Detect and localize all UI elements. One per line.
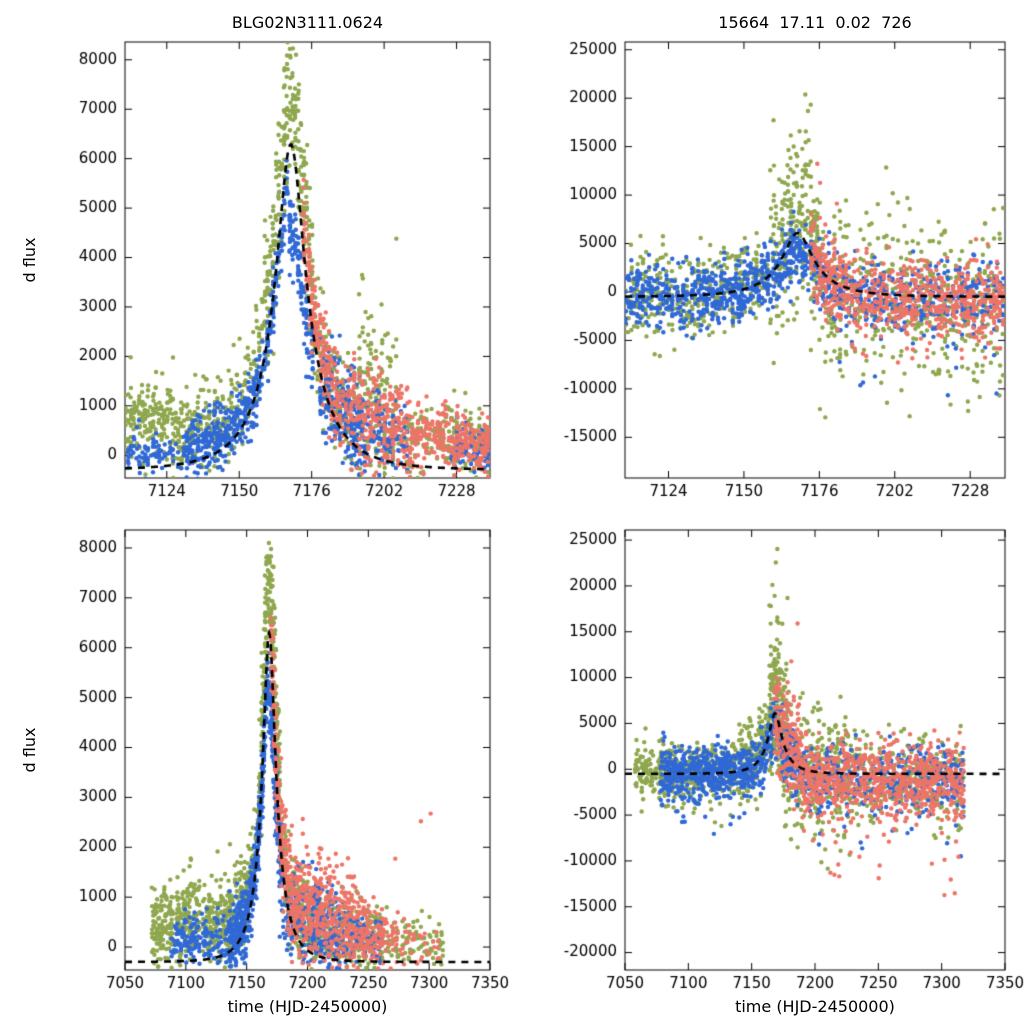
y-axis-label-bottom-left: d flux (20, 727, 39, 773)
panel-title-event-id: BLG02N3111.0624 (231, 13, 384, 32)
plot-panel-top-left (0, 0, 512, 512)
plot-panel-top-right (512, 0, 1024, 512)
x-axis-label-bottom-right: time (HJD-2450000) (735, 997, 895, 1016)
panel-title-fit-params: 15664 17.11 0.02 726 (718, 13, 912, 32)
plot-panel-bottom-right (512, 512, 1024, 1024)
x-axis-label-bottom-left: time (HJD-2450000) (227, 997, 388, 1016)
plot-panel-bottom-left (0, 512, 512, 1024)
y-axis-label-top-left: d flux (20, 237, 39, 283)
